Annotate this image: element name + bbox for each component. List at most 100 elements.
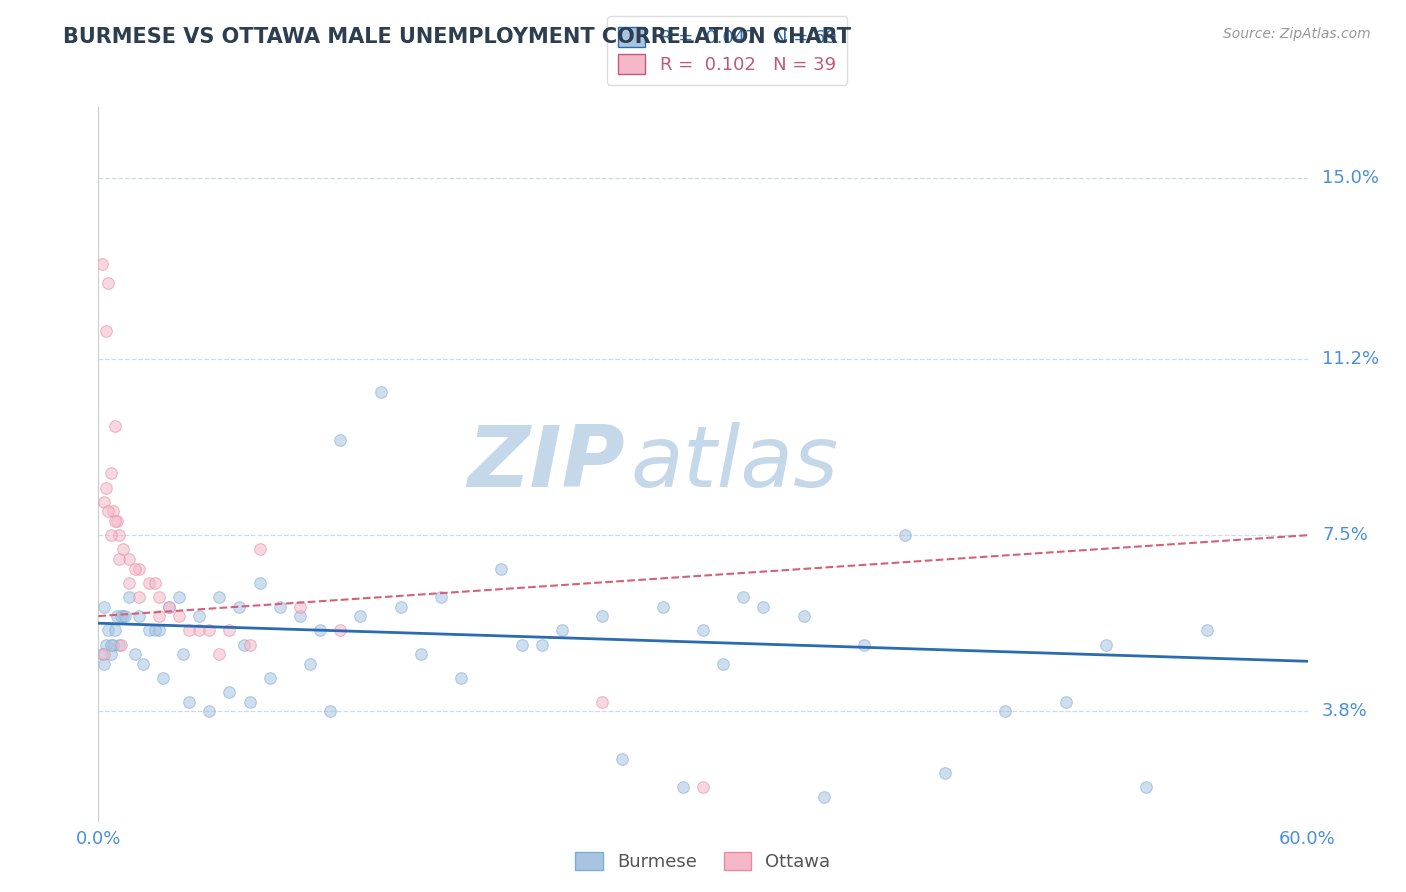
Point <box>100 638 122 652</box>
Point <box>100 467 122 481</box>
Point <box>349 609 371 624</box>
Point <box>93 599 115 614</box>
Point <box>711 657 734 671</box>
Point <box>103 514 125 528</box>
Point <box>111 609 134 624</box>
Point <box>124 647 146 661</box>
Point <box>110 638 132 652</box>
Point <box>105 609 128 624</box>
Point <box>93 495 115 509</box>
Text: 11.2%: 11.2% <box>1322 351 1379 368</box>
Point <box>172 647 194 661</box>
Point <box>853 638 876 652</box>
Point <box>218 624 240 638</box>
Point <box>157 599 180 614</box>
Point <box>450 671 472 685</box>
Point <box>530 638 553 652</box>
Point <box>105 514 128 528</box>
Point <box>269 599 291 614</box>
Point <box>994 704 1017 718</box>
Point <box>96 481 118 495</box>
Point <box>299 657 322 671</box>
Point <box>107 638 129 652</box>
Point <box>612 752 634 766</box>
Point <box>138 624 160 638</box>
Point <box>128 561 150 575</box>
Point <box>208 647 231 661</box>
Y-axis label: Male Unemployment: Male Unemployment <box>0 377 8 550</box>
Point <box>208 590 231 604</box>
Text: ZIP: ZIP <box>467 422 624 506</box>
Point <box>111 542 134 557</box>
Point <box>309 624 332 638</box>
Text: 3.8%: 3.8% <box>1322 702 1368 720</box>
Point <box>934 766 956 780</box>
Point <box>893 528 915 542</box>
Point <box>157 599 180 614</box>
Point <box>430 590 453 604</box>
Point <box>143 624 166 638</box>
Point <box>118 590 141 604</box>
Point <box>239 638 262 652</box>
Point <box>188 624 211 638</box>
Point <box>1135 780 1157 795</box>
Point <box>389 599 412 614</box>
Point <box>101 504 124 518</box>
Point <box>793 609 815 624</box>
Point <box>249 575 271 590</box>
Point <box>138 575 160 590</box>
Point <box>97 624 120 638</box>
Text: BURMESE VS OTTAWA MALE UNEMPLOYMENT CORRELATION CHART: BURMESE VS OTTAWA MALE UNEMPLOYMENT CORR… <box>63 27 851 46</box>
Point <box>259 671 281 685</box>
Point <box>124 561 146 575</box>
Point <box>179 624 201 638</box>
Point <box>103 418 125 433</box>
Point <box>409 647 432 661</box>
Point <box>733 590 755 604</box>
Point <box>118 575 141 590</box>
Point <box>752 599 775 614</box>
Point <box>1054 695 1077 709</box>
Point <box>143 575 166 590</box>
Point <box>319 704 342 718</box>
Point <box>813 789 835 804</box>
Point <box>188 609 211 624</box>
Point <box>148 624 170 638</box>
Point <box>232 638 254 652</box>
Text: 15.0%: 15.0% <box>1322 169 1379 187</box>
Point <box>239 695 262 709</box>
Point <box>288 609 311 624</box>
Point <box>148 590 170 604</box>
Point <box>101 638 124 652</box>
Point <box>329 433 352 447</box>
Point <box>591 609 613 624</box>
Point <box>370 385 392 400</box>
Point <box>97 276 120 290</box>
Point <box>1095 638 1118 652</box>
Point <box>93 647 115 661</box>
Point <box>96 638 118 652</box>
Point <box>228 599 250 614</box>
Point <box>551 624 574 638</box>
Point <box>114 609 136 624</box>
Point <box>491 561 513 575</box>
Point <box>91 257 114 271</box>
Text: 7.5%: 7.5% <box>1322 526 1368 544</box>
Point <box>167 609 190 624</box>
Point <box>107 528 129 542</box>
Point <box>167 590 190 604</box>
Point <box>672 780 695 795</box>
Point <box>100 528 122 542</box>
Point <box>591 695 613 709</box>
Point <box>692 624 714 638</box>
Point <box>93 657 115 671</box>
Point <box>651 599 673 614</box>
Point <box>692 780 714 795</box>
Point <box>288 599 311 614</box>
Point <box>198 704 221 718</box>
Point <box>128 609 150 624</box>
Text: atlas: atlas <box>630 422 838 506</box>
Point <box>132 657 155 671</box>
Point <box>249 542 271 557</box>
Point <box>118 552 141 566</box>
